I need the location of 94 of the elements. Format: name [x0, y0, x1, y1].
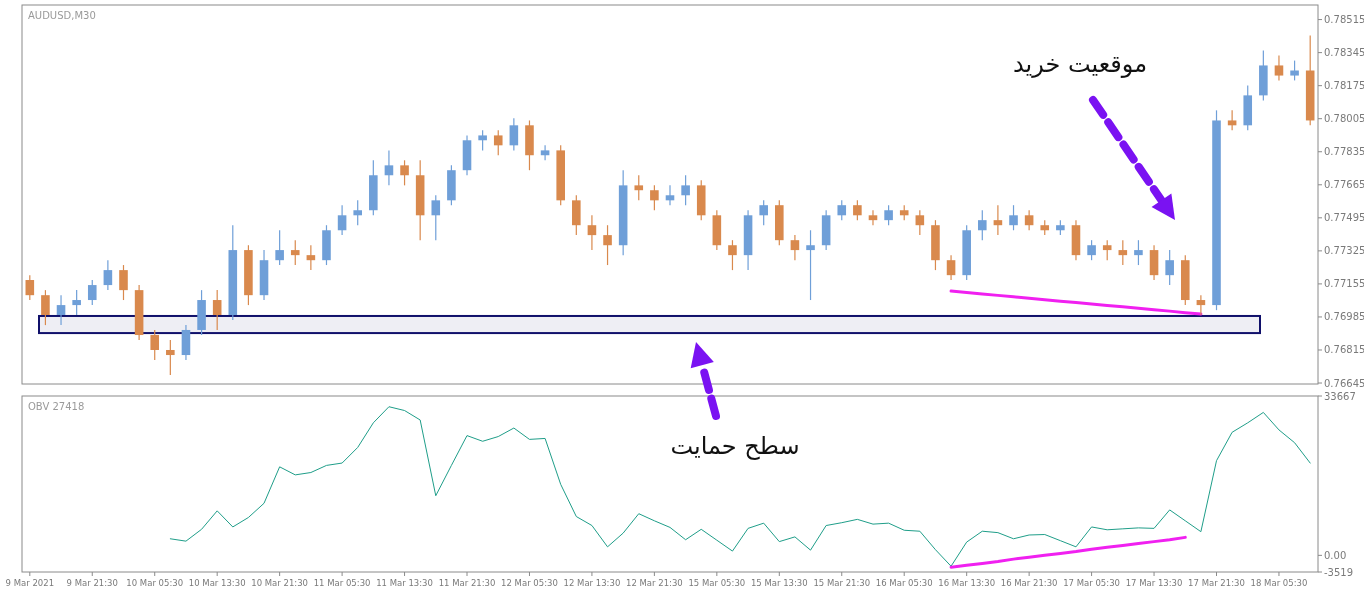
candlestick	[681, 174, 690, 206]
candlestick	[1102, 239, 1112, 261]
candlestick	[384, 149, 394, 186]
candlestick	[993, 204, 1003, 236]
x-tick-label: 12 Mar 21:30	[626, 578, 683, 588]
candlestick	[1118, 239, 1128, 266]
candlestick	[166, 339, 175, 376]
x-tick-label: 15 Mar 21:30	[813, 578, 871, 588]
candlestick	[915, 209, 925, 236]
candlestick	[25, 274, 35, 301]
y-tick-label: 0.78175	[1324, 80, 1364, 92]
x-tick-label: 9 Mar 21:30	[66, 578, 118, 588]
x-tick-label: 16 Mar 13:30	[938, 578, 996, 588]
x-tick-label: 12 Mar 13:30	[563, 578, 621, 588]
candlestick	[728, 239, 737, 271]
candlestick	[119, 264, 128, 301]
x-tick-label: 11 Mar 13:30	[376, 578, 433, 588]
x-tick-label: 11 Mar 05:30	[313, 578, 371, 588]
candlestick	[790, 234, 800, 261]
candlestick	[1196, 294, 1206, 316]
y-tick-label: 0.76815	[1324, 344, 1364, 356]
candlestick	[603, 224, 612, 266]
text: OBV 27418	[28, 401, 85, 412]
candlestick	[1227, 109, 1237, 131]
candlestick	[978, 209, 987, 241]
candlestick	[1024, 209, 1034, 231]
candlestick	[837, 199, 847, 221]
candlestick	[478, 129, 487, 151]
candlestick	[1087, 239, 1096, 261]
x-tick-label: 12 Mar 05:30	[501, 578, 558, 588]
candlestick	[87, 279, 97, 306]
candlestick	[509, 117, 519, 151]
x-tick-label: 11 Mar 21:30	[438, 578, 496, 588]
candlestick	[1165, 249, 1174, 286]
x-tick-label: 17 Mar 21:30	[1188, 578, 1245, 588]
candlestick	[353, 199, 362, 226]
line-series	[949, 289, 1203, 316]
candlestick	[72, 289, 81, 316]
candlestick	[337, 204, 347, 236]
candlestick	[431, 194, 441, 241]
x-tick-label: 10 Mar 05:30	[126, 578, 184, 588]
line-series	[169, 406, 1311, 567]
candlestick	[493, 129, 503, 156]
x-tick-label: 9 Mar 2021	[5, 578, 55, 588]
x-tick-label: 18 Mar 05:30	[1250, 578, 1308, 588]
candlestick	[806, 229, 815, 301]
x-tick-label: 10 Mar 13:30	[188, 578, 246, 588]
x-tick-label: 15 Mar 13:30	[750, 578, 808, 588]
candlestick	[1009, 204, 1018, 231]
y-tick-label: 0.77495	[1324, 212, 1364, 224]
candlestick	[212, 289, 222, 331]
candlestick	[884, 204, 893, 226]
annotation: موقعیت خرید	[1012, 50, 1148, 78]
x-tick-label: 16 Mar 21:30	[1000, 578, 1058, 588]
candlestick	[650, 184, 659, 211]
candlestick	[400, 159, 409, 186]
candlestick	[1290, 59, 1299, 82]
candlestick	[946, 254, 956, 281]
candlestick	[150, 329, 160, 361]
candlestick	[853, 199, 862, 221]
x-tick-label: 15 Mar 05:30	[688, 578, 746, 588]
x-tick-label: 10 Mar 21:30	[251, 578, 309, 588]
x-tick-label: 17 Mar 13:30	[1125, 578, 1183, 588]
y-tick-label: -3519	[1324, 566, 1354, 578]
y-tick-label: 0.77155	[1324, 278, 1364, 290]
candlestick	[275, 229, 284, 266]
y-tick-label: 0.77835	[1324, 146, 1364, 158]
candlestick	[41, 289, 50, 326]
y-tick-label: 0.76985	[1324, 311, 1364, 323]
candlestick	[1274, 54, 1284, 82]
x-tick-label: 16 Mar 05:30	[875, 578, 933, 588]
candlestick	[665, 184, 675, 206]
candlestick	[634, 174, 644, 201]
y-tick-label: 0.78005	[1324, 113, 1364, 125]
annotation: سطح حمایت	[670, 432, 800, 460]
candlestick	[306, 244, 316, 271]
candlestick	[868, 209, 878, 226]
candlestick	[56, 294, 66, 326]
candlestick	[1134, 239, 1143, 266]
y-tick-label: 33667	[1324, 390, 1356, 402]
y-tick-label: 0.78345	[1324, 47, 1364, 59]
candlestick	[587, 214, 597, 251]
y-tick-label: 0.77325	[1324, 245, 1364, 257]
y-tick-label: 0.78515	[1324, 14, 1364, 26]
candlestick	[759, 199, 768, 226]
text: AUDUSD,M30	[28, 10, 96, 21]
candlestick	[290, 239, 300, 266]
y-tick-label: 0.76645	[1324, 377, 1364, 389]
line-series	[949, 535, 1187, 569]
y-tick-label: 0.00	[1324, 549, 1347, 561]
y-tick-label: 0.77665	[1324, 179, 1364, 191]
x-tick-label: 17 Mar 05:30	[1063, 578, 1120, 588]
candlestick	[103, 259, 113, 291]
candlestick	[540, 144, 550, 161]
